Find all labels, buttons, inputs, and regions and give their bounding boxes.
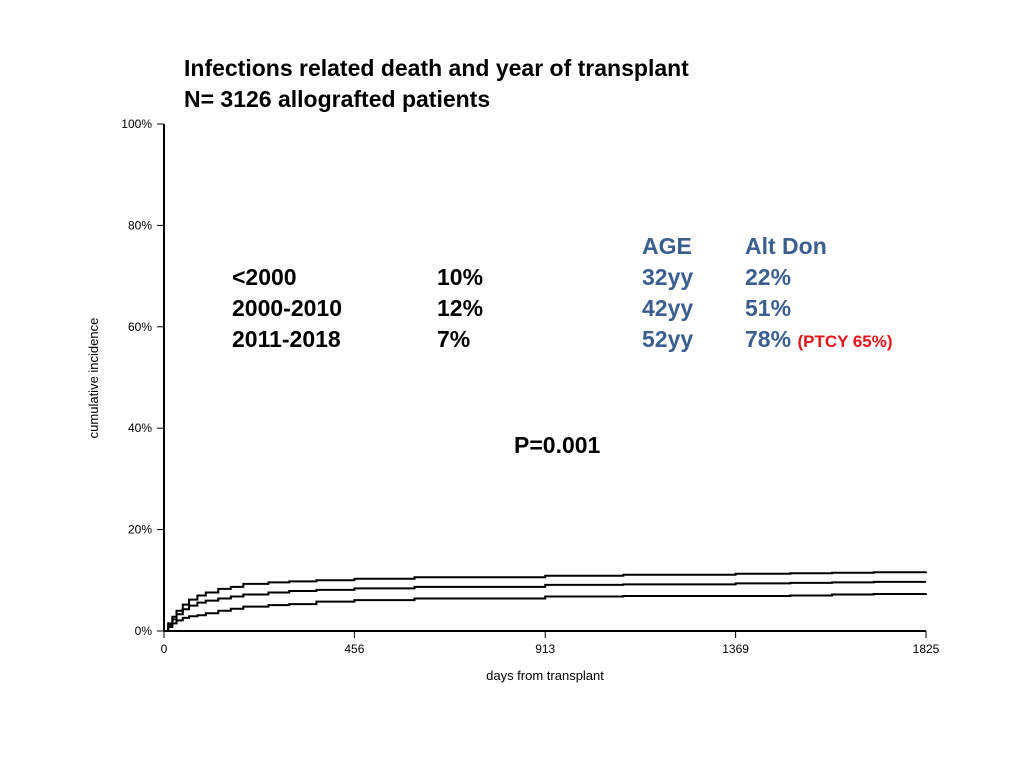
x-tick-label: 1369 — [722, 642, 749, 656]
age-header: AGE — [642, 233, 692, 259]
x-axis-label: days from transplant — [486, 668, 604, 683]
p-value: P=0.001 — [514, 432, 601, 458]
y-axis-label: cumulative incidence — [86, 318, 101, 439]
altdon-header: Alt Don — [745, 233, 827, 259]
period-3-value: 7% — [437, 326, 471, 352]
y-tick-label: 40% — [128, 421, 152, 435]
period-2-label: 2000-2010 — [232, 295, 342, 321]
period-1-value: 10% — [437, 264, 484, 290]
period-2-value: 12% — [437, 295, 484, 321]
altdon-row-3-value: 78% — [745, 326, 792, 352]
chart-title-line2: N= 3126 allografted patients — [184, 86, 491, 112]
y-tick-label: 100% — [121, 117, 152, 131]
y-tick-label: 60% — [128, 320, 152, 334]
altdon-row-3: 78% (PTCY 65%) — [745, 324, 893, 357]
period-1-label: <2000 — [232, 264, 297, 290]
incidence-curve-3 — [164, 592, 927, 632]
x-tick-label: 1825 — [913, 642, 940, 656]
y-tick-label: 0% — [135, 624, 153, 638]
period-3-label: 2011-2018 — [232, 326, 341, 352]
x-tick-label: 0 — [161, 642, 168, 656]
age-row-2: 42yy — [642, 295, 694, 321]
altdon-row-1: 22% — [745, 264, 792, 290]
incidence-curve-2 — [164, 580, 926, 632]
altdon-row-2: 51% — [745, 295, 792, 321]
age-row-1: 32yy — [642, 264, 694, 290]
ptcy-note: (PTCY 65%) — [797, 332, 893, 351]
y-tick-label: 80% — [128, 218, 152, 232]
chart-title-line1: Infections related death and year of tra… — [184, 55, 689, 81]
y-tick-label: 20% — [128, 523, 152, 537]
x-tick-label: 456 — [344, 642, 364, 656]
age-row-3: 52yy — [642, 326, 694, 352]
incidence-curve-1 — [164, 571, 927, 632]
x-tick-label: 913 — [535, 642, 555, 656]
